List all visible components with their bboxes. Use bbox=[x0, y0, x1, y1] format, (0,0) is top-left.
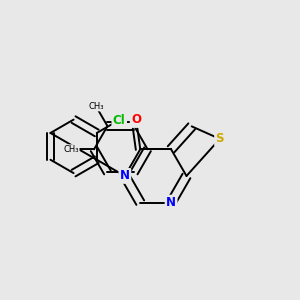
Text: S: S bbox=[216, 132, 224, 146]
Text: CH₃: CH₃ bbox=[64, 145, 79, 154]
Text: N: N bbox=[166, 196, 176, 209]
Text: O: O bbox=[131, 113, 141, 127]
Text: CH₃: CH₃ bbox=[88, 102, 104, 111]
Text: Cl: Cl bbox=[113, 113, 126, 127]
Text: N: N bbox=[120, 169, 130, 182]
